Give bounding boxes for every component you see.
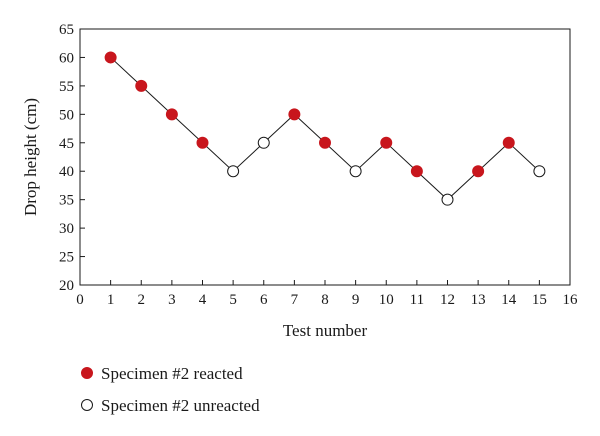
- data-point-reacted: [502, 136, 515, 149]
- x-tick-label: 13: [471, 292, 486, 308]
- x-tick-label: 0: [76, 292, 84, 308]
- series-line: [110, 57, 540, 201]
- y-tick-label: 45: [59, 136, 74, 152]
- data-point-unreacted: [533, 165, 546, 178]
- data-point-reacted: [410, 165, 423, 178]
- x-tick-label: 10: [379, 292, 394, 308]
- x-tick-label: 6: [260, 292, 268, 308]
- y-axis-title: Drop height (cm): [21, 98, 40, 216]
- y-tick-label: 35: [59, 193, 74, 209]
- data-point-unreacted: [227, 165, 240, 178]
- x-tick-label: 11: [410, 292, 424, 308]
- axis-ticks: 0 1 2 3 4 5 6 7 8 9 10 11 12 13 14 15 162025303540455055…: [59, 22, 578, 308]
- data-points: [104, 51, 546, 206]
- data-point-reacted: [472, 165, 485, 178]
- data-point-reacted: [380, 136, 393, 149]
- y-tick-label: 60: [59, 50, 74, 66]
- x-axis-title: Test number: [283, 321, 368, 340]
- x-tick-label: 2: [138, 292, 146, 308]
- y-tick-label: 50: [59, 107, 74, 123]
- x-tick-label: 14: [501, 292, 517, 308]
- legend-marker-unreacted: [81, 399, 93, 411]
- data-point-unreacted: [257, 136, 270, 149]
- y-tick-label: 30: [59, 221, 74, 237]
- data-point-reacted: [135, 79, 148, 92]
- data-point-reacted: [288, 108, 301, 121]
- x-tick-label: 1: [107, 292, 115, 308]
- legend-label: Specimen #2 reacted: [101, 364, 243, 383]
- x-tick-label: 9: [352, 292, 360, 308]
- x-tick-label: 16: [563, 292, 579, 308]
- x-tick-label: 3: [168, 292, 176, 308]
- data-point-reacted: [165, 108, 178, 121]
- data-point-unreacted: [441, 193, 454, 206]
- y-tick-label: 20: [59, 278, 74, 294]
- x-tick-label: 5: [229, 292, 237, 308]
- legend-marker-reacted: [81, 367, 93, 379]
- y-tick-label: 40: [59, 164, 74, 180]
- data-point-reacted: [196, 136, 209, 149]
- x-tick-label: 7: [291, 292, 299, 308]
- y-tick-label: 65: [59, 22, 74, 38]
- legend-label: Specimen #2 unreacted: [101, 396, 260, 415]
- connecting-line: [110, 57, 540, 201]
- data-point-reacted: [104, 51, 117, 64]
- x-tick-label: 15: [532, 292, 547, 308]
- x-tick-label: 4: [199, 292, 207, 308]
- y-tick-label: 25: [59, 250, 74, 266]
- legend: Specimen #2 reacted Specimen #2 unreacted: [81, 364, 260, 415]
- data-point-unreacted: [349, 165, 362, 178]
- x-tick-label: 8: [321, 292, 329, 308]
- y-tick-label: 55: [59, 79, 74, 95]
- plot-frame: [79, 28, 571, 286]
- x-tick-label: 12: [440, 292, 455, 308]
- data-point-reacted: [319, 136, 331, 149]
